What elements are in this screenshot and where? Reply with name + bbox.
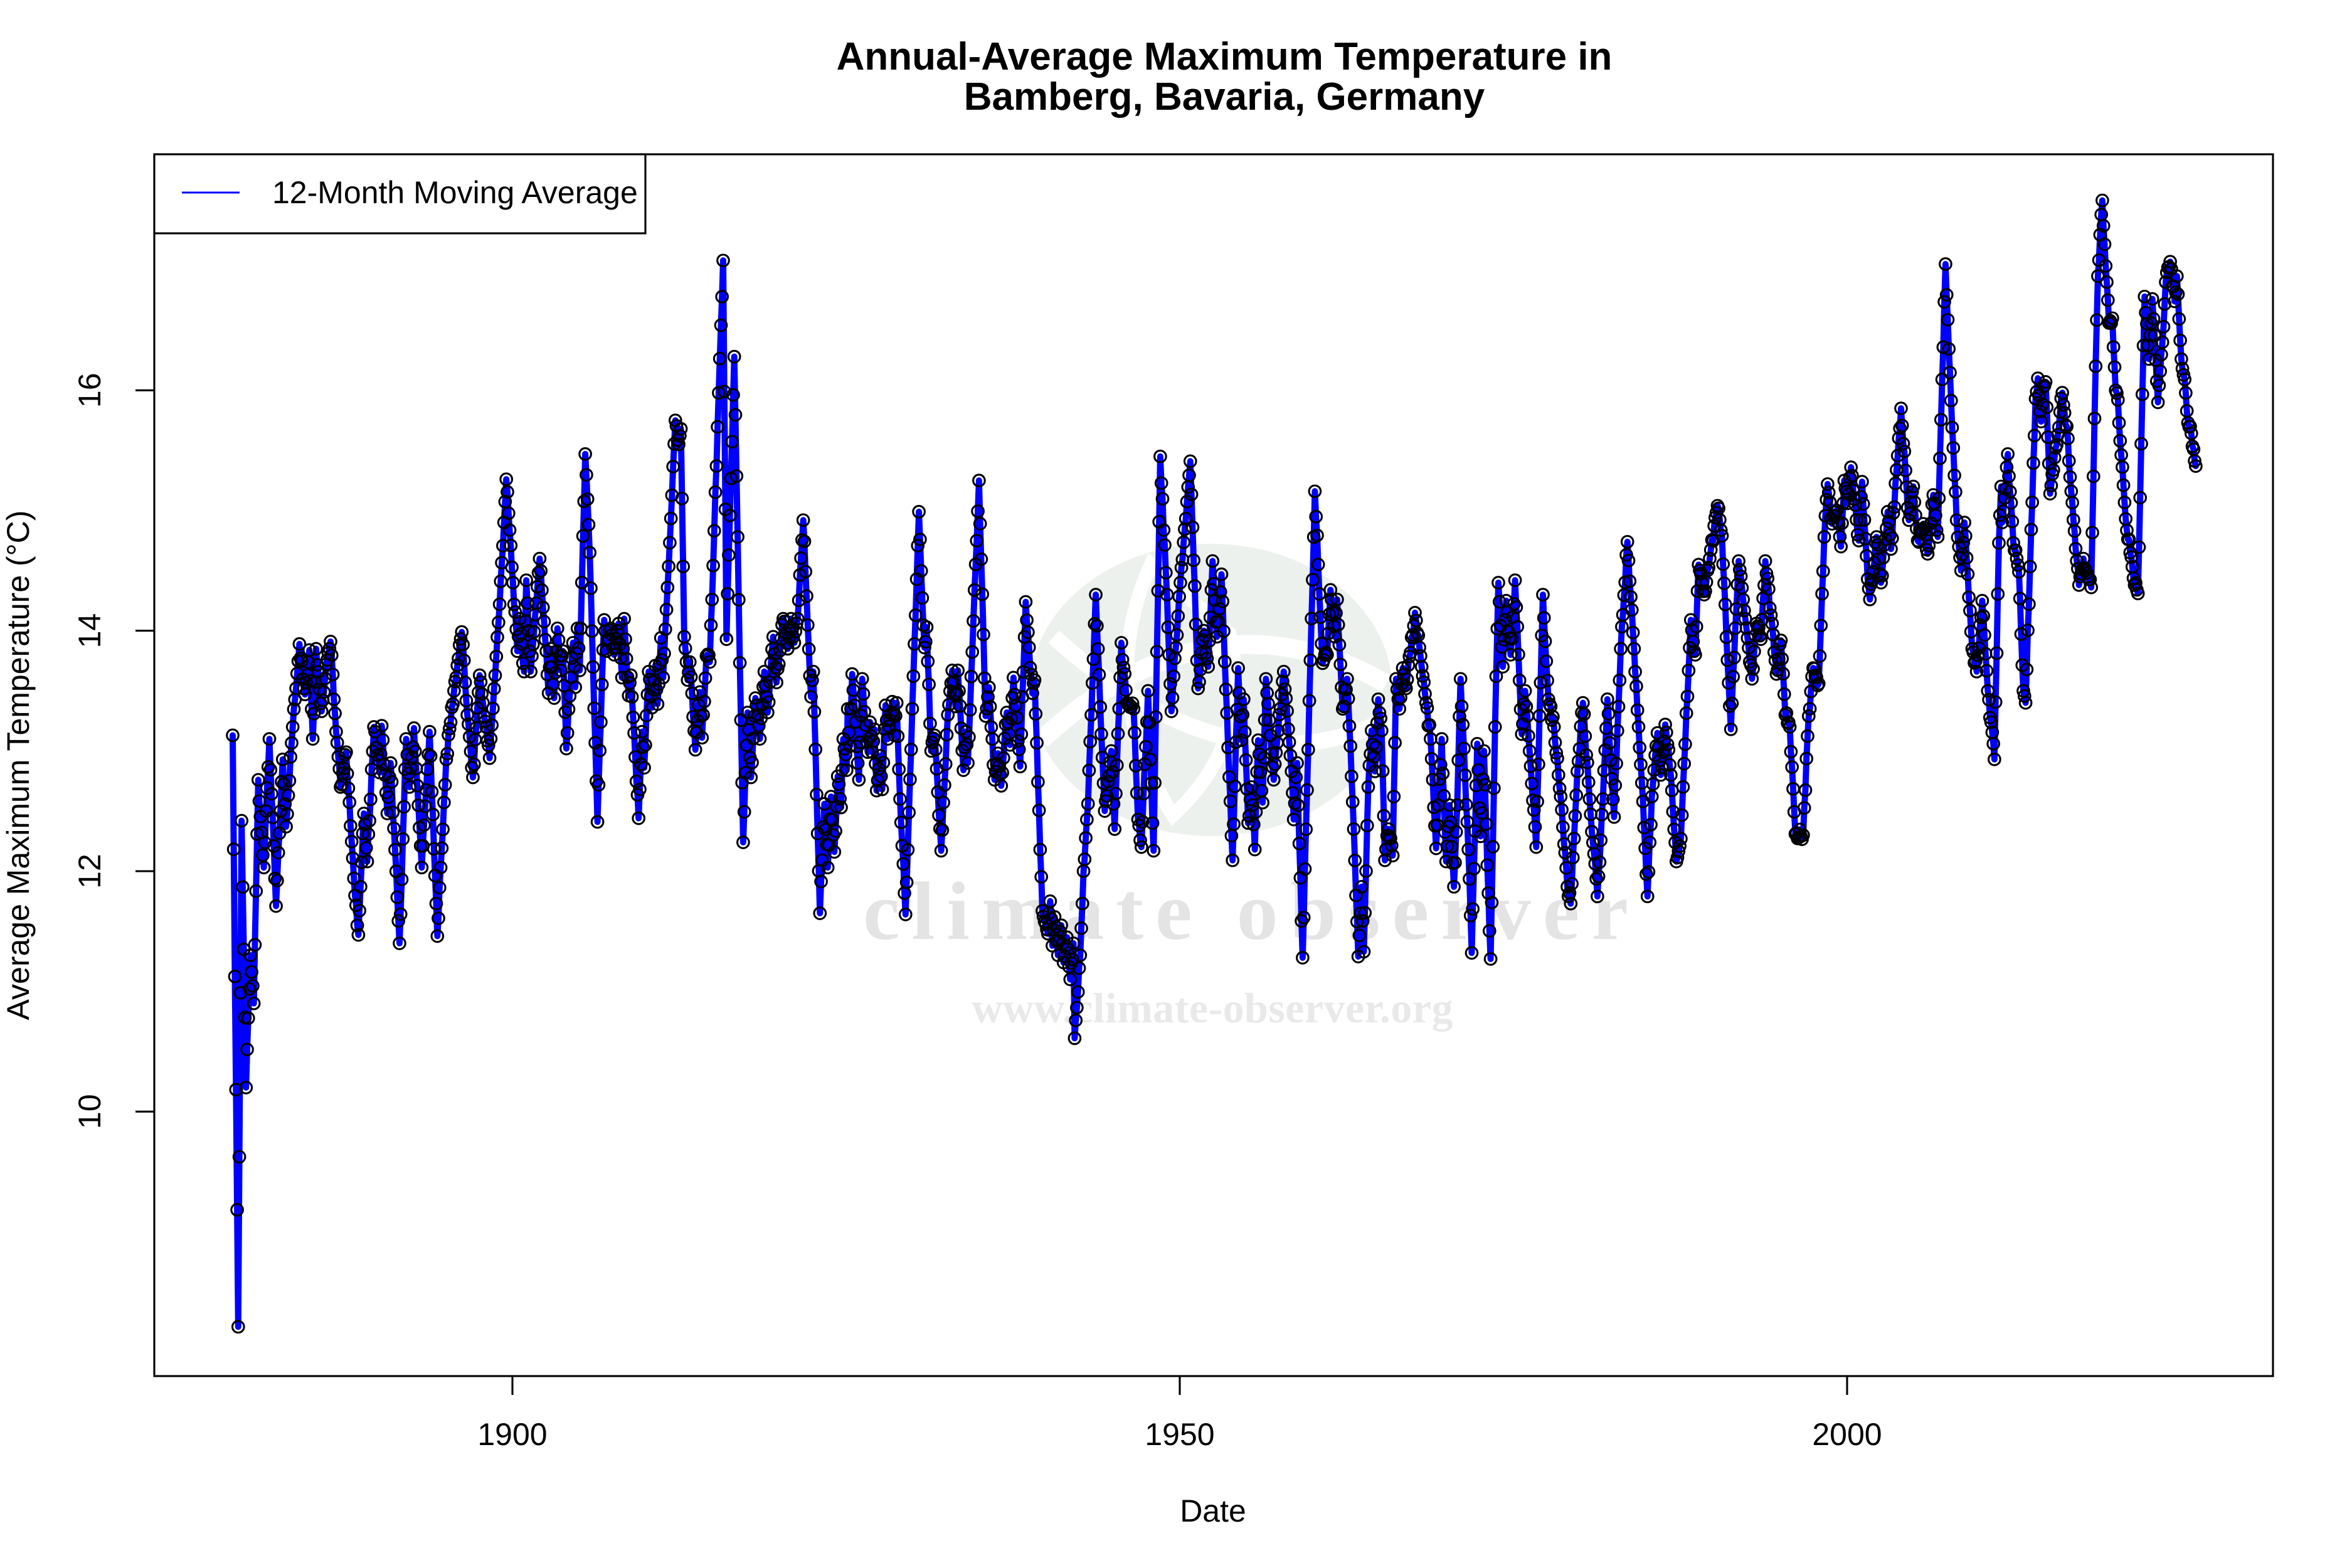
svg-text:Average Maximum Temperature (°: Average Maximum Temperature (°C) bbox=[1, 511, 36, 1020]
svg-text:14: 14 bbox=[72, 613, 107, 649]
svg-text:16: 16 bbox=[72, 373, 107, 408]
svg-text:Date: Date bbox=[1180, 1493, 1246, 1528]
svg-text:www.climate-observer.org: www.climate-observer.org bbox=[972, 984, 1453, 1032]
svg-text:1950: 1950 bbox=[1145, 1417, 1214, 1452]
svg-text:Annual-Average Maximum Tempera: Annual-Average Maximum Temperature in bbox=[837, 35, 1613, 78]
svg-text:12: 12 bbox=[72, 854, 107, 889]
svg-text:12-Month Moving Average: 12-Month Moving Average bbox=[272, 175, 638, 210]
svg-text:1900: 1900 bbox=[477, 1417, 547, 1452]
svg-text:10: 10 bbox=[72, 1094, 107, 1129]
svg-text:Bamberg, Bavaria, Germany: Bamberg, Bavaria, Germany bbox=[964, 75, 1485, 119]
svg-text:climate observer: climate observer bbox=[863, 865, 1628, 957]
svg-text:2000: 2000 bbox=[1812, 1417, 1882, 1452]
